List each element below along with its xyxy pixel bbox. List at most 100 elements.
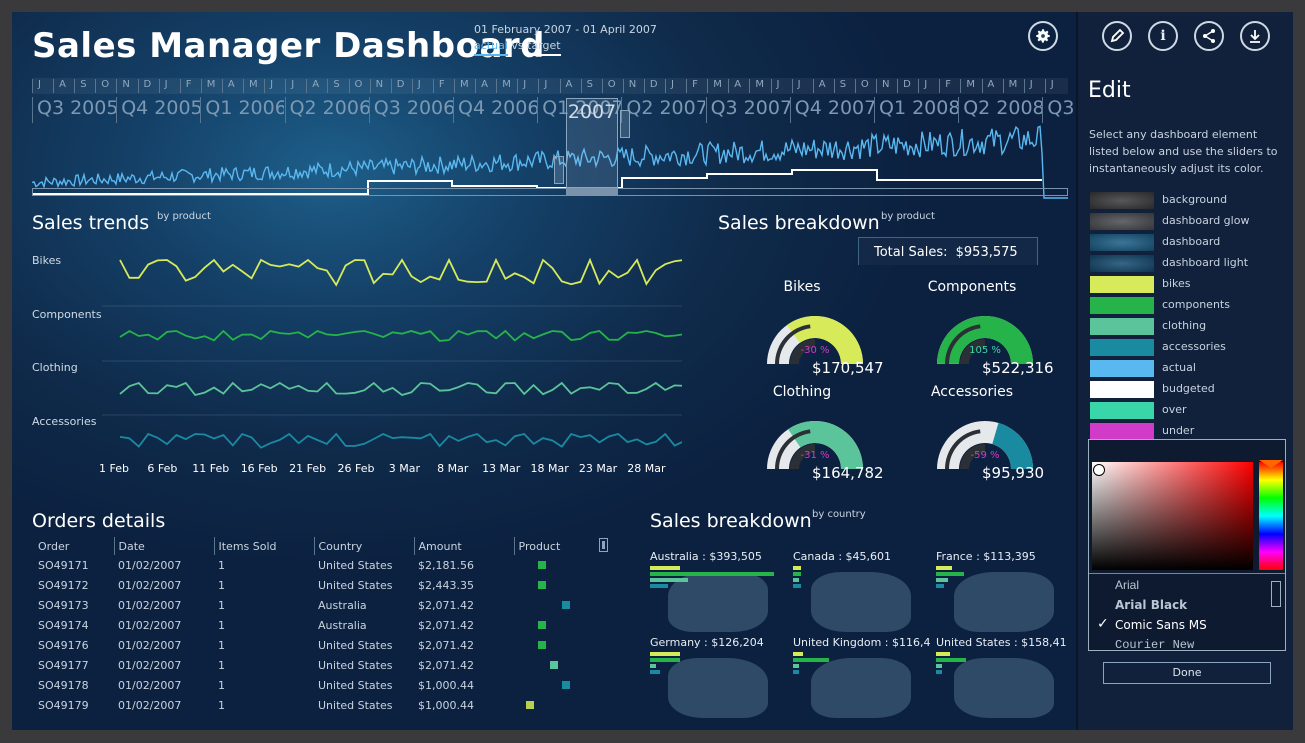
element-swatch[interactable]: [1090, 318, 1154, 335]
table-cell: 01/02/2007: [118, 638, 182, 652]
done-button[interactable]: Done: [1103, 662, 1271, 684]
font-option[interactable]: Comic Sans MS: [1115, 618, 1207, 632]
table-row[interactable]: SO49177 01/02/2007 1 United States $2,071.42: [34, 655, 594, 675]
hue-slider[interactable]: [1259, 462, 1283, 570]
timeline-month: F: [179, 79, 201, 93]
table-row[interactable]: SO49172 01/02/2007 1 United States $2,443.35: [34, 575, 594, 595]
timeline-month: D: [390, 79, 412, 93]
element-row[interactable]: bikes: [1078, 274, 1293, 295]
table-row[interactable]: SO49178 01/02/2007 1 United States $1,000.44: [34, 675, 594, 695]
product-cell: [514, 635, 594, 655]
timeline-selection[interactable]: [566, 98, 618, 188]
timeline-month: J: [1044, 79, 1066, 93]
element-swatch[interactable]: [1090, 297, 1154, 314]
timeline-scrollbar-thumb[interactable]: [566, 189, 618, 195]
product-bar: [538, 621, 546, 629]
element-row[interactable]: over: [1078, 400, 1293, 421]
trends-title: Sales trends: [32, 212, 150, 234]
font-option[interactable]: Arial Black: [1115, 598, 1188, 612]
product-cell: [514, 655, 594, 675]
element-row[interactable]: dashboard glow: [1078, 211, 1293, 232]
element-row[interactable]: background: [1078, 190, 1293, 211]
gauge-inner: [790, 444, 815, 469]
picker-separator: [1089, 573, 1285, 574]
table-row[interactable]: SO49179 01/02/2007 1 United States $1,000.44: [34, 695, 594, 715]
element-row[interactable]: under: [1078, 421, 1293, 442]
orders-col-header[interactable]: Amount: [413, 537, 514, 555]
gauge-needle-arc: [775, 324, 811, 364]
orders-col-header[interactable]: Country: [313, 537, 414, 555]
orders-col-header[interactable]: Product: [513, 537, 594, 555]
timeline-month: S: [580, 79, 602, 93]
element-swatch[interactable]: [1090, 339, 1154, 356]
element-swatch[interactable]: [1090, 234, 1154, 251]
country-bar: [793, 578, 799, 582]
element-swatch[interactable]: [1090, 360, 1154, 377]
divider: [1076, 12, 1078, 730]
element-swatch[interactable]: [1090, 381, 1154, 398]
hue-marker[interactable]: [1259, 460, 1283, 468]
country-bar: [793, 566, 801, 570]
timeline-month: A: [728, 79, 749, 93]
page-title: Sales Manager Dashboard: [32, 26, 545, 66]
gauge-name: Components: [927, 279, 1017, 295]
element-swatch[interactable]: [1090, 276, 1154, 293]
download-button[interactable]: [1240, 21, 1270, 51]
settings-button[interactable]: [1028, 21, 1058, 51]
element-row[interactable]: actual: [1078, 358, 1293, 379]
gauge-percent: -59 %: [970, 450, 1000, 461]
element-row[interactable]: dashboard light: [1078, 253, 1293, 274]
timeline-quarter: Q2 2008: [958, 97, 1042, 123]
element-swatch[interactable]: [1090, 402, 1154, 419]
gauge-needle-arc: [945, 429, 981, 469]
trend-x-tick: 3 Mar: [388, 462, 421, 475]
element-label: actual: [1162, 361, 1196, 374]
trend-line-accessories: [119, 432, 682, 449]
element-row[interactable]: budgeted: [1078, 379, 1293, 400]
element-swatch[interactable]: [1090, 423, 1154, 440]
table-cell: 01/02/2007: [118, 658, 182, 672]
timeline-handle-left[interactable]: [554, 156, 564, 184]
timeline-month: S: [327, 79, 348, 93]
info-button[interactable]: i: [1148, 21, 1178, 51]
element-row[interactable]: components: [1078, 295, 1293, 316]
table-row[interactable]: SO49174 01/02/2007 1 Australia $2,071.42: [34, 615, 594, 635]
orders-col-header[interactable]: Items Sold: [213, 537, 314, 555]
element-label: background: [1162, 193, 1228, 206]
color-cursor[interactable]: [1093, 464, 1105, 476]
element-row[interactable]: accessories: [1078, 337, 1293, 358]
table-row[interactable]: SO49176 01/02/2007 1 United States $2,071.42: [34, 635, 594, 655]
table-row[interactable]: SO49171 01/02/2007 1 United States $2,181.56: [34, 555, 594, 575]
total-sales-label: Total Sales:: [874, 245, 948, 260]
font-option[interactable]: Courier New: [1115, 638, 1195, 652]
element-row[interactable]: clothing: [1078, 316, 1293, 337]
share-button[interactable]: [1194, 21, 1224, 51]
trends-x-axis: 1 Feb 6 Feb 11 Feb 16 Feb 21 Feb 26 Feb 3 Mar 8…: [82, 462, 692, 476]
country-bar: [936, 572, 964, 576]
timeline-scrollbar[interactable]: [32, 188, 1068, 196]
color-field[interactable]: [1092, 462, 1253, 570]
element-swatch[interactable]: [1090, 213, 1154, 230]
element-label: dashboard glow: [1162, 214, 1250, 227]
orders-col-header[interactable]: Date: [113, 537, 214, 555]
legend-vs: vs: [511, 39, 524, 52]
element-row[interactable]: dashboard: [1078, 232, 1293, 253]
font-list-scrollbar[interactable]: [1271, 581, 1281, 607]
font-option[interactable]: Arial: [1115, 578, 1140, 592]
product-bar: [538, 641, 546, 649]
table-cell: $2,071.42: [418, 618, 474, 632]
table-row[interactable]: SO49173 01/02/2007 1 Australia $2,071.42: [34, 595, 594, 615]
edit-button[interactable]: [1102, 21, 1132, 51]
country-bar: [650, 658, 680, 662]
country-bar: [936, 658, 966, 662]
orders-scrollbar[interactable]: [599, 538, 608, 552]
table-cell: SO49171: [38, 558, 89, 572]
trend-x-tick: 18 Mar: [530, 462, 569, 475]
element-swatch[interactable]: [1090, 255, 1154, 272]
element-swatch[interactable]: [1090, 192, 1154, 209]
table-cell: Australia: [318, 618, 367, 632]
element-label: bikes: [1162, 277, 1191, 290]
orders-col-header[interactable]: Order: [38, 539, 70, 553]
timeline-handle-right[interactable]: [620, 110, 630, 138]
